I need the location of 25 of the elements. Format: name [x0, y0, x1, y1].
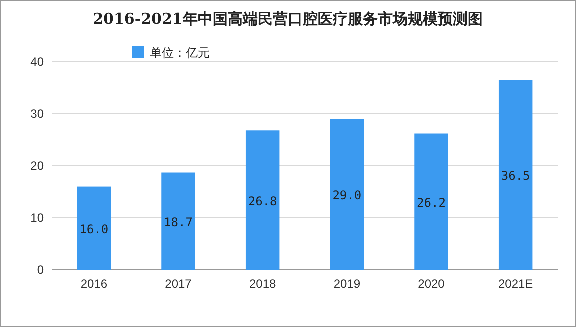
x-tick-label: 2016	[80, 277, 108, 291]
y-tick-label: 10	[30, 211, 44, 225]
legend-label: 单位：亿元	[150, 46, 210, 60]
bar	[77, 186, 112, 270]
x-tick-label: 2019	[334, 277, 361, 291]
data-label: 26.2	[417, 196, 446, 210]
data-label: 18.7	[164, 215, 193, 230]
data-label: 29.0	[332, 188, 362, 203]
bar	[498, 80, 533, 270]
y-tick-label: 20	[30, 159, 44, 173]
y-tick-label: 40	[30, 55, 44, 69]
x-tick-label: 2018	[249, 277, 277, 291]
x-tick-label: 2017	[165, 277, 192, 291]
data-label: 16.0	[80, 222, 109, 236]
bar	[246, 130, 280, 270]
x-tick-label: 2020	[418, 277, 446, 291]
y-tick-label: 30	[30, 107, 44, 121]
y-tick-label: 0	[37, 263, 44, 277]
bar	[414, 134, 448, 270]
x-tick-label: 2021E	[498, 277, 534, 291]
bar	[162, 172, 196, 270]
data-label: 26.8	[248, 194, 278, 208]
bar	[330, 119, 364, 270]
chart-title: 2016-2021年中国高端民营口腔医疗服务市场规模预测图	[93, 10, 483, 28]
data-label: 36.5	[501, 169, 530, 184]
